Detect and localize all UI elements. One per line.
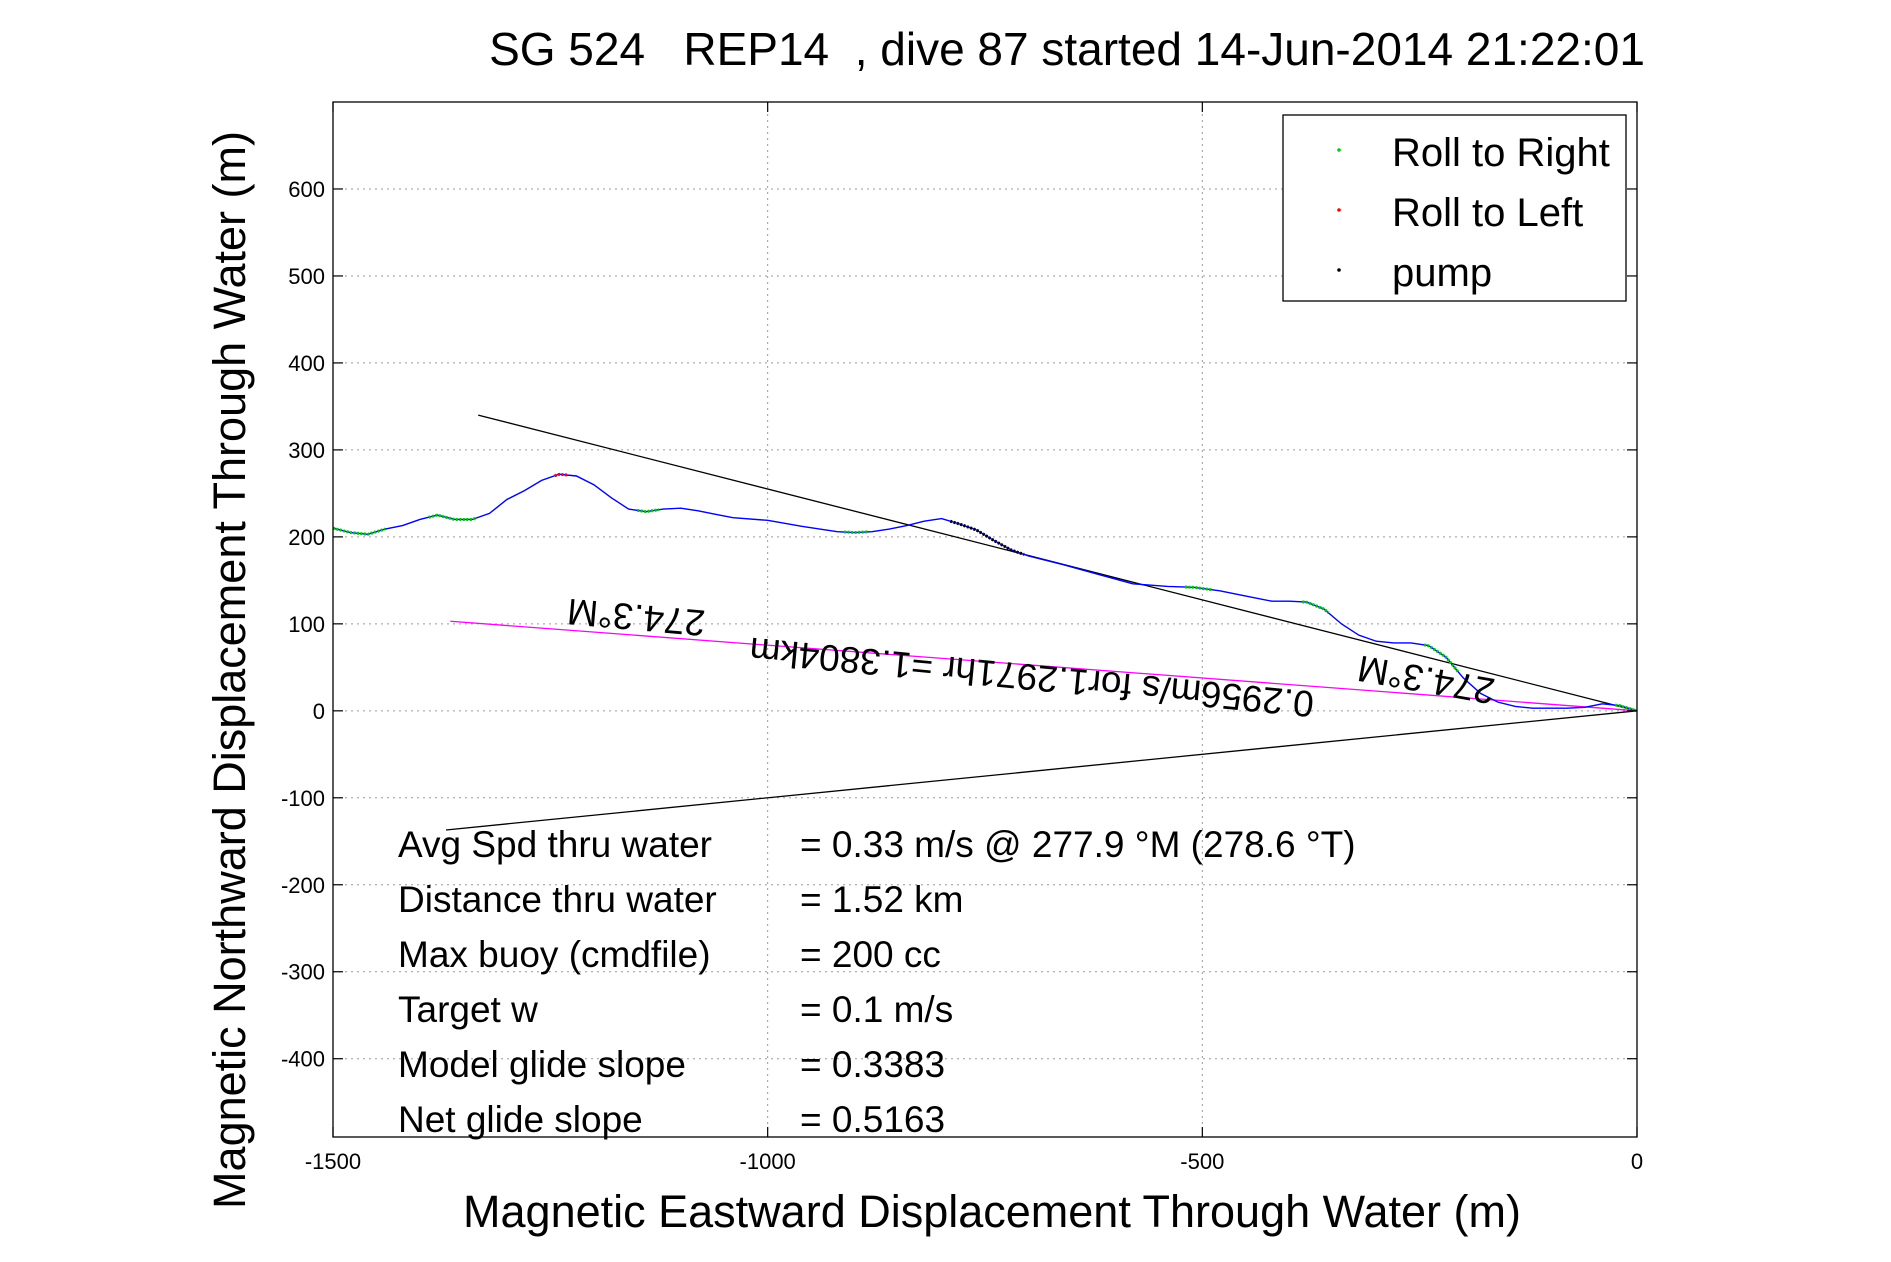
tick-labels: -1500 -1000 -500 0-400-300-200-100010020030… bbox=[281, 177, 1643, 1174]
legend-marker-3 bbox=[1337, 268, 1341, 272]
x-tick-label: -1500 bbox=[305, 1149, 361, 1174]
stat-label-1: Avg Spd thru water bbox=[398, 824, 712, 865]
axes bbox=[332, 101, 1638, 1138]
y-tick-label: -300 bbox=[281, 960, 325, 985]
roll-right-segment-3 bbox=[637, 508, 660, 514]
x-tick-label: -500 bbox=[1180, 1149, 1224, 1174]
stat-label-5: Model glide slope bbox=[398, 1044, 686, 1085]
y-tick-label: -200 bbox=[281, 873, 325, 898]
track-layer bbox=[332, 472, 1638, 713]
y-axis-label: Magnetic Northward Displacement Through … bbox=[204, 131, 255, 1209]
legend: Roll to Right Roll to Left pump bbox=[1282, 114, 1627, 302]
y-tick-label: 100 bbox=[288, 612, 325, 637]
stat-value-6: = 0.5163 bbox=[800, 1099, 945, 1140]
legend-label-1: Roll to Right bbox=[1392, 131, 1610, 175]
stat-value-4: = 0.1 m/s bbox=[800, 989, 953, 1030]
reference-line-3 bbox=[450, 620, 1638, 712]
y-tick-label: 200 bbox=[288, 525, 325, 550]
legend-marker-1 bbox=[1337, 148, 1341, 152]
roll-right-segment-7 bbox=[1423, 643, 1460, 674]
roll-right-segment-4 bbox=[844, 530, 868, 535]
stat-value-2: = 1.52 km bbox=[800, 879, 964, 920]
legend-marker-2 bbox=[1337, 208, 1341, 212]
roll-left-segment-1 bbox=[554, 472, 568, 478]
stat-label-6: Net glide slope bbox=[398, 1099, 643, 1140]
stat-value-1: = 0.33 m/s @ 277.9 °M (278.6 °T) bbox=[800, 824, 1356, 865]
roll-right-segment-1 bbox=[332, 526, 386, 536]
chart-title: SG 524 REP14 , dive 87 started 14-Jun-20… bbox=[489, 23, 1645, 75]
stats-block: Avg Spd thru water = 0.33 m/s @ 277.9 °M … bbox=[398, 824, 1356, 1140]
stat-label-2: Distance thru water bbox=[398, 879, 717, 920]
roll-right-segment-2 bbox=[428, 513, 477, 521]
stat-label-4: Target w bbox=[398, 989, 538, 1030]
roll-right-segment-5 bbox=[1184, 585, 1212, 592]
y-tick-label: 500 bbox=[288, 264, 325, 289]
y-tick-label: 400 bbox=[288, 351, 325, 376]
x-tick-label: 0 bbox=[1631, 1149, 1643, 1174]
y-tick-label: 0 bbox=[313, 699, 325, 724]
legend-label-2: Roll to Left bbox=[1392, 191, 1583, 235]
plot-frame bbox=[332, 101, 1638, 1138]
x-axis-label: Magnetic Eastward Displacement Through W… bbox=[463, 1186, 1521, 1237]
stat-label-3: Max buoy (cmdfile) bbox=[398, 934, 711, 975]
stat-value-3: = 200 cc bbox=[800, 934, 941, 975]
roll-right-segment-6 bbox=[1302, 600, 1330, 614]
y-tick-label: 600 bbox=[288, 177, 325, 202]
stat-value-5: = 0.3383 bbox=[800, 1044, 945, 1085]
x-tick-label: -1000 bbox=[740, 1149, 796, 1174]
y-tick-label: -100 bbox=[281, 786, 325, 811]
reference-line-2 bbox=[445, 710, 1638, 831]
y-tick-label: -400 bbox=[281, 1047, 325, 1072]
y-tick-label: 300 bbox=[288, 438, 325, 463]
legend-label-3: pump bbox=[1392, 251, 1492, 295]
roll-right-segment-8 bbox=[1615, 703, 1638, 713]
